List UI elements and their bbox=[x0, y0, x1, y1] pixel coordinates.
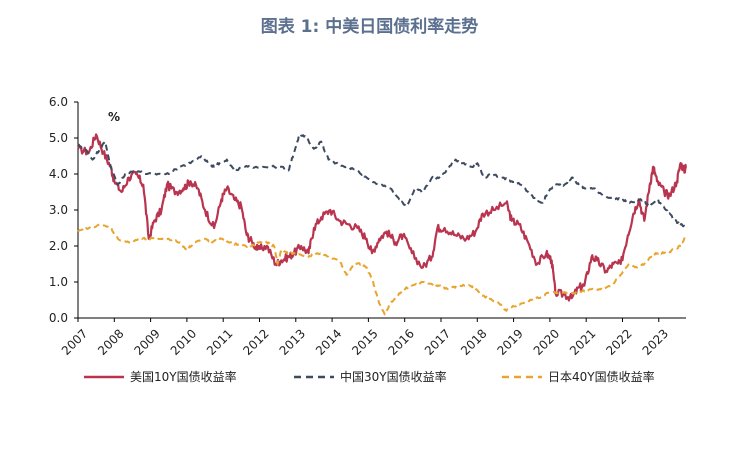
x-tick-label: 2010 bbox=[168, 326, 199, 357]
y-tick-label: 4.0 bbox=[49, 167, 68, 181]
y-tick-label: 0.0 bbox=[49, 311, 68, 325]
x-tick-label: 2014 bbox=[313, 326, 344, 357]
x-tick-label: 2020 bbox=[531, 326, 562, 357]
y-tick-label: 2.0 bbox=[49, 239, 68, 253]
series-line-0 bbox=[77, 133, 687, 302]
x-tick-label: 2007 bbox=[59, 326, 90, 357]
x-tick-label: 2022 bbox=[603, 326, 634, 357]
series-line-2 bbox=[77, 223, 687, 316]
x-axis: 2007 2008 2009 2010 2011 2012 2013 2014 2015 2016… bbox=[59, 318, 671, 358]
chart-title: 图表 1: 中美日国债利率走势 bbox=[260, 17, 479, 37]
unit-label: % bbox=[108, 110, 120, 124]
x-tick-label: 2008 bbox=[95, 326, 126, 357]
legend-label-2: 日本40Y国债收益率 bbox=[548, 369, 655, 384]
legend-label-1: 中国30Y国债收益率 bbox=[340, 369, 447, 384]
x-tick-label: 2017 bbox=[422, 326, 453, 357]
chart-series bbox=[77, 133, 687, 316]
y-axis: 6.0 5.0 4.0 3.0 2.0 1.0 0.0 bbox=[49, 95, 78, 325]
series-line-1 bbox=[77, 133, 687, 229]
x-tick-label: 2018 bbox=[458, 326, 489, 357]
y-tick-label: 3.0 bbox=[49, 203, 68, 217]
x-tick-label: 2021 bbox=[567, 326, 598, 357]
x-tick-label: 2015 bbox=[349, 326, 380, 357]
x-tick-label: 2009 bbox=[131, 326, 162, 357]
x-tick-label: 2013 bbox=[277, 326, 308, 357]
y-tick-label: 5.0 bbox=[49, 131, 68, 145]
y-tick-label: 1.0 bbox=[49, 275, 68, 289]
x-tick-label: 2019 bbox=[494, 326, 525, 357]
x-tick-label: 2012 bbox=[240, 326, 271, 357]
legend: 美国10Y国债收益率 中国30Y国债收益率 日本40Y国债收益率 bbox=[84, 369, 655, 384]
chart-axes bbox=[77, 102, 686, 319]
x-tick-label: 2023 bbox=[640, 326, 671, 357]
legend-label-0: 美国10Y国债收益率 bbox=[130, 369, 237, 384]
x-tick-label: 2011 bbox=[204, 326, 235, 357]
x-tick-label: 2016 bbox=[386, 326, 417, 357]
y-tick-label: 6.0 bbox=[49, 95, 68, 109]
